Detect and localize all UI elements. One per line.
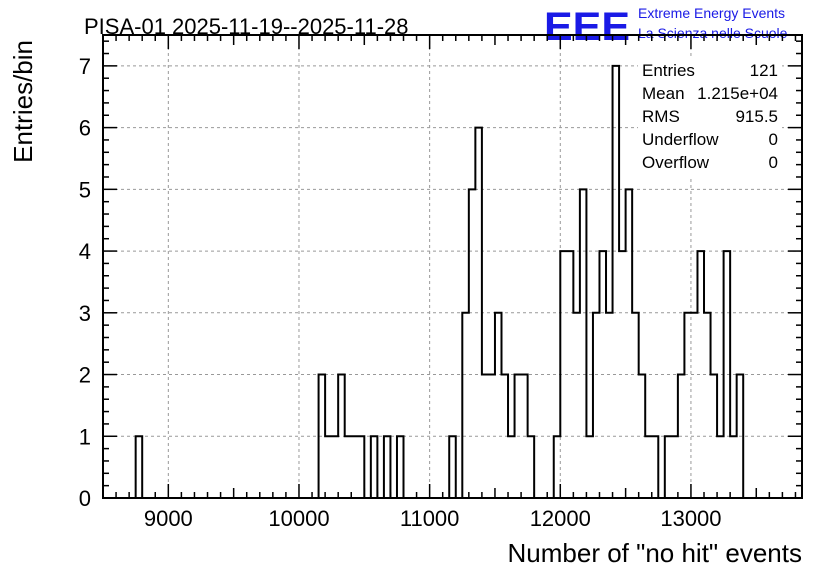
histogram-bin: [730, 436, 737, 498]
histogram-bin: [737, 375, 744, 498]
histogram-bin: [704, 313, 711, 498]
stats-underflow-label: Underflow: [642, 130, 719, 149]
histogram-bin: [495, 313, 502, 498]
stats-rms-label: RMS: [642, 107, 680, 126]
histogram-bin: [449, 436, 456, 498]
x-tick-labels: 9000 10000 11000 12000 13000: [144, 506, 722, 531]
histogram-bin: [652, 436, 659, 498]
histogram-bin: [684, 313, 691, 498]
x-tick-label: 10000: [268, 506, 329, 531]
y-tick-label: 7: [79, 54, 91, 79]
histogram-bin: [384, 436, 391, 498]
histogram-bin: [462, 313, 469, 498]
stats-underflow-value: 0: [769, 130, 778, 149]
x-axis-label: Number of "no hit" events: [508, 538, 803, 568]
histogram-bin: [325, 436, 332, 498]
histogram-bin: [358, 436, 365, 498]
histogram-outline: [134, 64, 745, 499]
histogram-bin: [671, 436, 678, 498]
histogram-bin: [521, 375, 528, 498]
histogram-bin: [319, 375, 326, 498]
stats-entries-value: 121: [750, 61, 778, 80]
y-tick-label: 2: [79, 363, 91, 388]
histogram-bin: [580, 189, 587, 498]
stats-rms-value: 915.5: [735, 107, 778, 126]
histogram-bin: [711, 375, 718, 498]
histogram-bin: [619, 251, 626, 498]
histogram-bin: [338, 375, 345, 498]
y-axis-label: Entries/bin: [8, 40, 38, 163]
y-tick-label: 6: [79, 116, 91, 141]
histogram-bin: [593, 313, 600, 498]
x-tick-label: 13000: [660, 506, 721, 531]
stats-box: Entries 121 Mean 1.215e+04 RMS 915.5 Und…: [638, 56, 782, 176]
histogram-bin: [697, 251, 704, 498]
histogram-bin: [345, 436, 352, 498]
histogram-bin: [554, 436, 561, 498]
stats-mean-value: 1.215e+04: [697, 84, 778, 103]
histogram-bin: [371, 436, 378, 498]
x-tick-label: 12000: [530, 506, 591, 531]
stats-box-background: [638, 56, 782, 176]
histogram-bin: [586, 436, 593, 498]
histogram-bin: [469, 189, 476, 498]
y-tick-label: 3: [79, 301, 91, 326]
histogram-bin: [488, 375, 495, 498]
histogram-bin: [501, 375, 508, 498]
y-tick-label: 0: [79, 486, 91, 511]
stats-entries-label: Entries: [642, 61, 695, 80]
histogram-bin: [626, 189, 633, 498]
histogram-bin: [528, 436, 535, 498]
histogram-bin: [665, 436, 672, 498]
stats-mean-label: Mean: [642, 84, 685, 103]
y-tick-labels: 0 1 2 3 4 5 6 7: [79, 54, 91, 511]
histogram-bin: [136, 436, 143, 498]
eee-logo-letters: EEE: [544, 5, 630, 49]
x-tick-label: 9000: [144, 506, 193, 531]
histogram-bin: [482, 375, 489, 498]
eee-logo-line2: La Scienza nelle Scuole: [638, 25, 788, 41]
histogram-bin: [397, 436, 404, 498]
plot-frame: [102, 34, 803, 499]
stats-overflow-value: 0: [769, 153, 778, 172]
histogram-bin: [599, 251, 606, 498]
histogram-bin: [560, 251, 567, 498]
histogram-bin: [613, 66, 620, 498]
histogram-bin: [724, 251, 731, 498]
histogram-bin: [573, 313, 580, 498]
histogram-bin: [717, 436, 724, 498]
y-tick-label: 1: [79, 424, 91, 449]
histogram-bin: [567, 251, 574, 498]
histogram-bin: [351, 436, 358, 498]
histogram-bin: [691, 313, 698, 498]
histogram-bin: [332, 436, 339, 498]
stats-overflow-label: Overflow: [642, 153, 710, 172]
eee-logo-line1: Extreme Energy Events: [638, 5, 785, 21]
y-tick-label: 5: [79, 177, 91, 202]
x-tick-label: 11000: [400, 506, 460, 531]
histogram-bin: [515, 375, 522, 498]
histogram-bin: [606, 313, 613, 498]
histogram-bin: [639, 375, 646, 498]
y-tick-label: 4: [79, 239, 91, 264]
histogram-bin: [645, 436, 652, 498]
histogram-bin: [678, 375, 685, 498]
histogram-bin: [475, 128, 482, 498]
eee-logo: EEE Extreme Energy Events La Scienza nel…: [544, 5, 788, 49]
histogram-bin: [508, 436, 515, 498]
histogram-bin: [632, 313, 639, 498]
